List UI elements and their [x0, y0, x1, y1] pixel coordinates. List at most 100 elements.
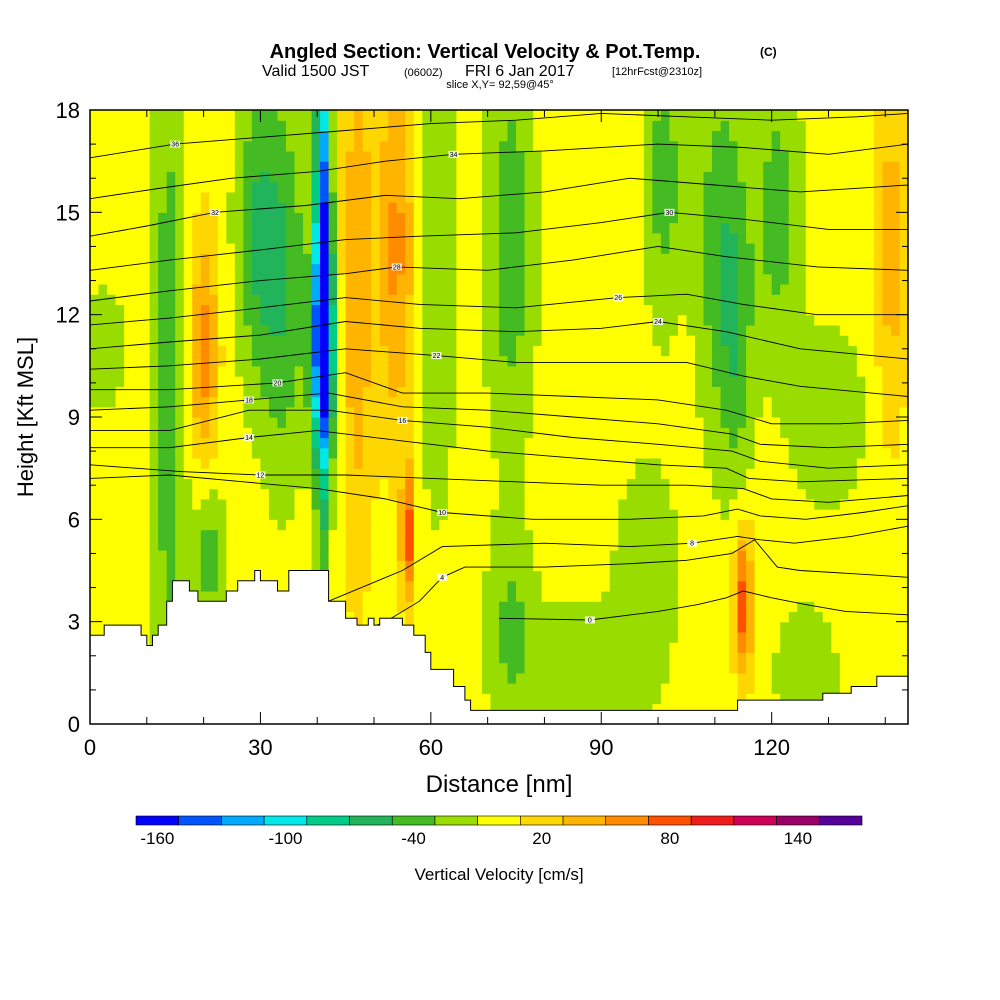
velocity-cell [362, 539, 372, 551]
velocity-cell [635, 212, 645, 224]
velocity-cell [788, 447, 798, 459]
velocity-cell [873, 457, 884, 469]
velocity-cell [192, 324, 202, 336]
velocity-cell [592, 621, 602, 633]
velocity-cell [635, 447, 645, 459]
velocity-cell [592, 601, 602, 613]
velocity-cell [873, 509, 884, 520]
velocity-cell [839, 427, 849, 439]
velocity-cell [362, 560, 372, 572]
velocity-cell [626, 478, 636, 490]
velocity-cell [618, 570, 628, 582]
velocity-cell [746, 427, 756, 439]
velocity-cell [533, 386, 543, 398]
velocity-cell [822, 253, 832, 265]
velocity-cell [754, 611, 764, 623]
velocity-cell [379, 519, 389, 531]
velocity-cell [524, 539, 534, 551]
velocity-cell [285, 253, 296, 265]
velocity-cell [499, 570, 509, 582]
velocity-cell [516, 509, 526, 520]
velocity-cell [703, 509, 713, 520]
velocity-cell [507, 642, 517, 653]
velocity-cell [456, 672, 466, 684]
velocity-cell [192, 304, 202, 316]
velocity-cell [141, 335, 151, 346]
velocity-cell [456, 335, 466, 346]
velocity-cell [90, 324, 100, 336]
velocity-cell [737, 191, 747, 203]
velocity-cell [686, 376, 696, 387]
velocity-cell [320, 386, 330, 398]
velocity-cell [677, 396, 688, 408]
velocity-cell [694, 191, 705, 203]
velocity-cell [797, 519, 807, 531]
velocity-cell [311, 324, 321, 336]
velocity-cell [822, 683, 832, 694]
velocity-cell [303, 560, 313, 572]
velocity-cell [473, 519, 483, 531]
velocity-cell [507, 550, 517, 561]
velocity-cell [601, 386, 611, 398]
velocity-cell [669, 631, 679, 643]
velocity-cell [243, 417, 253, 428]
velocity-cell [703, 417, 713, 428]
velocity-cell [856, 222, 866, 234]
velocity-cell [320, 539, 330, 551]
velocity-cell [814, 611, 824, 623]
velocity-cell [490, 672, 500, 684]
velocity-cell [243, 560, 253, 572]
velocity-cell [780, 417, 790, 428]
velocity-cell [447, 283, 457, 295]
velocity-cell [873, 355, 884, 367]
velocity-cell [209, 396, 219, 408]
velocity-cell [499, 283, 509, 295]
velocity-cell [158, 601, 168, 613]
velocity-cell [754, 631, 764, 643]
velocity-cell [396, 601, 406, 613]
velocity-cell [166, 273, 176, 285]
velocity-cell [737, 652, 747, 664]
velocity-cell [618, 447, 628, 459]
velocity-cell [592, 427, 602, 439]
velocity-cell [754, 232, 764, 244]
velocity-cell [124, 396, 134, 408]
velocity-cell [328, 222, 338, 234]
velocity-cell [856, 498, 866, 510]
velocity-cell [396, 376, 406, 387]
velocity-cell [115, 519, 125, 531]
velocity-cell [234, 294, 244, 306]
velocity-cell [430, 335, 440, 346]
velocity-cell [464, 427, 475, 439]
velocity-cell [107, 365, 117, 377]
velocity-cell [763, 386, 773, 398]
velocity-cell [729, 580, 739, 592]
velocity-cell [694, 212, 705, 224]
velocity-cell [677, 304, 688, 316]
velocity-cell [490, 314, 500, 326]
velocity-cell [396, 335, 406, 346]
velocity-cell [277, 519, 287, 531]
velocity-cell [865, 457, 875, 469]
velocity-cell [609, 345, 619, 357]
velocity-cell [686, 560, 696, 572]
velocity-cell [337, 324, 347, 336]
velocity-cell [873, 662, 884, 674]
velocity-cell [473, 417, 483, 428]
velocity-cell [141, 580, 151, 592]
velocity-cell [839, 550, 849, 561]
velocity-cell [107, 601, 117, 613]
velocity-cell [320, 468, 330, 479]
velocity-cell [592, 550, 602, 561]
velocity-cell [677, 590, 688, 602]
velocity-cell [541, 427, 551, 439]
velocity-cell [328, 468, 338, 479]
velocity-cell [890, 611, 901, 623]
velocity-cell [371, 529, 381, 541]
velocity-cell [618, 355, 628, 367]
velocity-cell [626, 324, 636, 336]
velocity-cell [848, 304, 858, 316]
velocity-cell [609, 672, 619, 684]
velocity-cell [643, 345, 653, 357]
velocity-cell [822, 621, 832, 633]
